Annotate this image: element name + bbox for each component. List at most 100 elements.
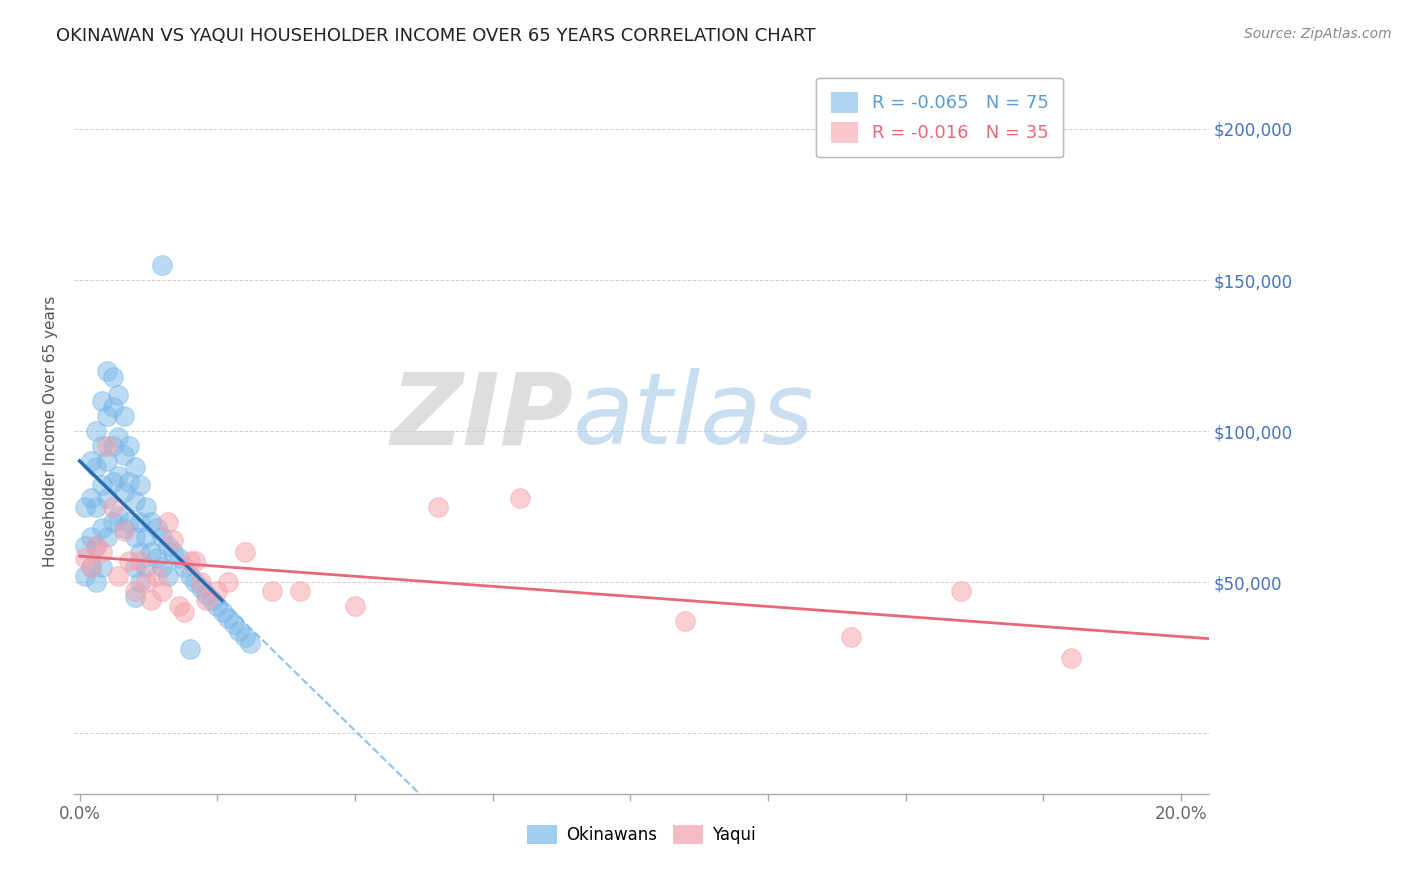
Point — [107, 388, 129, 402]
Point — [79, 454, 101, 468]
Point — [179, 554, 201, 568]
Point — [211, 606, 233, 620]
Point — [79, 530, 101, 544]
Point — [135, 575, 157, 590]
Point — [184, 575, 207, 590]
Point — [84, 500, 107, 514]
Point — [75, 500, 97, 514]
Point — [124, 560, 146, 574]
Point — [101, 515, 124, 529]
Point — [84, 539, 107, 553]
Point — [949, 584, 972, 599]
Point — [96, 454, 118, 468]
Point — [179, 569, 201, 583]
Point — [162, 533, 184, 547]
Point — [162, 545, 184, 559]
Point — [96, 530, 118, 544]
Point — [207, 599, 229, 614]
Point — [233, 545, 256, 559]
Point — [156, 569, 179, 583]
Text: Source: ZipAtlas.com: Source: ZipAtlas.com — [1244, 27, 1392, 41]
Point — [112, 448, 135, 462]
Point — [112, 521, 135, 535]
Point — [135, 560, 157, 574]
Point — [135, 530, 157, 544]
Point — [129, 575, 152, 590]
Text: OKINAWAN VS YAQUI HOUSEHOLDER INCOME OVER 65 YEARS CORRELATION CHART: OKINAWAN VS YAQUI HOUSEHOLDER INCOME OVE… — [56, 27, 815, 45]
Point — [101, 369, 124, 384]
Point — [101, 439, 124, 453]
Point — [145, 551, 167, 566]
Point — [124, 530, 146, 544]
Point — [179, 641, 201, 656]
Point — [673, 615, 696, 629]
Point — [156, 539, 179, 553]
Point — [112, 484, 135, 499]
Point — [129, 545, 152, 559]
Point — [75, 569, 97, 583]
Text: ZIP: ZIP — [391, 368, 574, 465]
Point — [839, 630, 862, 644]
Point — [129, 554, 152, 568]
Point — [156, 515, 179, 529]
Point — [84, 424, 107, 438]
Point — [184, 554, 207, 568]
Point — [90, 560, 112, 574]
Point — [195, 593, 218, 607]
Point — [1060, 650, 1083, 665]
Point — [141, 515, 163, 529]
Point — [288, 584, 311, 599]
Point — [150, 258, 173, 272]
Point — [107, 508, 129, 523]
Point — [217, 611, 239, 625]
Point — [222, 617, 245, 632]
Point — [167, 599, 190, 614]
Point — [124, 591, 146, 605]
Point — [79, 560, 101, 574]
Point — [217, 575, 239, 590]
Point — [129, 515, 152, 529]
Point — [145, 521, 167, 535]
Point — [167, 551, 190, 566]
Point — [84, 460, 107, 475]
Point — [124, 584, 146, 599]
Point — [150, 530, 173, 544]
Point — [90, 521, 112, 535]
Point — [107, 469, 129, 483]
Point — [101, 400, 124, 414]
Point — [90, 478, 112, 492]
Point — [118, 439, 141, 453]
Point — [118, 554, 141, 568]
Point — [233, 630, 256, 644]
Point — [129, 478, 152, 492]
Point — [135, 500, 157, 514]
Point — [96, 439, 118, 453]
Point — [79, 560, 101, 574]
Point — [195, 587, 218, 601]
Point — [145, 569, 167, 583]
Point — [141, 545, 163, 559]
Point — [426, 500, 449, 514]
Point — [262, 584, 284, 599]
Y-axis label: Householder Income Over 65 years: Householder Income Over 65 years — [44, 295, 58, 566]
Point — [118, 475, 141, 490]
Point — [101, 500, 124, 514]
Legend: R = -0.065   N = 75, R = -0.016   N = 35: R = -0.065 N = 75, R = -0.016 N = 35 — [815, 78, 1063, 157]
Point — [79, 491, 101, 505]
Point — [84, 539, 107, 553]
Point — [107, 430, 129, 444]
Point — [90, 439, 112, 453]
Point — [239, 635, 262, 649]
Point — [207, 584, 229, 599]
Point — [75, 551, 97, 566]
Point — [90, 393, 112, 408]
Point — [509, 491, 531, 505]
Point — [101, 475, 124, 490]
Point — [201, 593, 224, 607]
Point — [141, 593, 163, 607]
Point — [96, 409, 118, 423]
Text: atlas: atlas — [574, 368, 815, 465]
Point — [96, 364, 118, 378]
Point — [228, 624, 250, 638]
Point — [124, 460, 146, 475]
